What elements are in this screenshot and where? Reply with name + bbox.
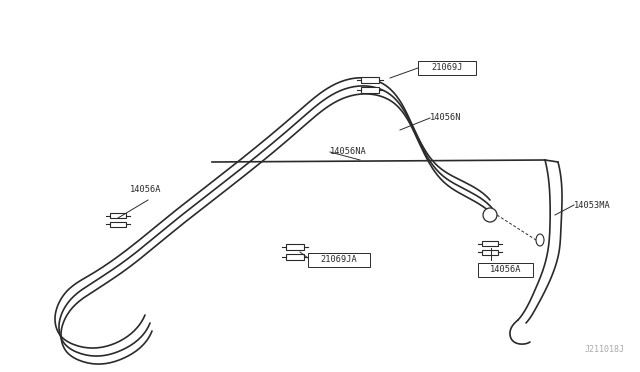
- FancyBboxPatch shape: [483, 250, 498, 255]
- Text: 14056NA: 14056NA: [330, 148, 367, 157]
- Text: 21069JA: 21069JA: [321, 256, 357, 264]
- Circle shape: [483, 208, 497, 222]
- FancyBboxPatch shape: [361, 77, 379, 83]
- FancyBboxPatch shape: [110, 222, 125, 227]
- Text: 14053MA: 14053MA: [574, 201, 611, 209]
- Text: 21069J: 21069J: [431, 64, 463, 73]
- Text: 14056A: 14056A: [130, 186, 161, 195]
- FancyBboxPatch shape: [286, 254, 304, 260]
- Bar: [308, 253, 370, 267]
- Bar: [418, 61, 476, 75]
- Text: J211018J: J211018J: [585, 345, 625, 354]
- Bar: [478, 263, 533, 277]
- FancyBboxPatch shape: [110, 213, 125, 218]
- Text: 14056N: 14056N: [430, 113, 461, 122]
- Text: 14056A: 14056A: [490, 266, 521, 275]
- FancyBboxPatch shape: [286, 244, 304, 250]
- FancyBboxPatch shape: [361, 87, 379, 93]
- Ellipse shape: [536, 234, 544, 246]
- FancyBboxPatch shape: [483, 241, 498, 246]
